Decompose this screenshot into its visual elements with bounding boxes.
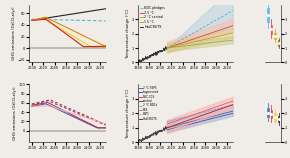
Bar — [271, 25, 272, 34]
Bar — [271, 110, 272, 118]
Y-axis label: GHG emissions (GtCO₂e/yr): GHG emissions (GtCO₂e/yr) — [12, 7, 16, 60]
Bar — [274, 33, 276, 39]
Y-axis label: Temperature change (°C): Temperature change (°C) — [126, 89, 130, 138]
Legend: NDC pledges, 2.5 °C, 2 °C central, 1.5 °C, HadCRUTS: NDC pledges, 2.5 °C, 2 °C central, 1.5 °… — [139, 6, 165, 29]
Y-axis label: GHG emissions (GtCO₂e/yr): GHG emissions (GtCO₂e/yr) — [13, 87, 17, 140]
Bar — [278, 116, 280, 122]
Legend: 2 °C SSP5, fragmented, NUC-CCS, central, 2 °C NDCs, RES, SSP1, HadCRUTS: 2 °C SSP5, fragmented, NUC-CCS, central,… — [139, 86, 159, 121]
Y-axis label: Temperature change (°C): Temperature change (°C) — [126, 9, 130, 58]
Bar — [278, 40, 280, 46]
Bar — [274, 113, 276, 121]
Bar — [267, 8, 269, 22]
Bar — [267, 108, 269, 117]
